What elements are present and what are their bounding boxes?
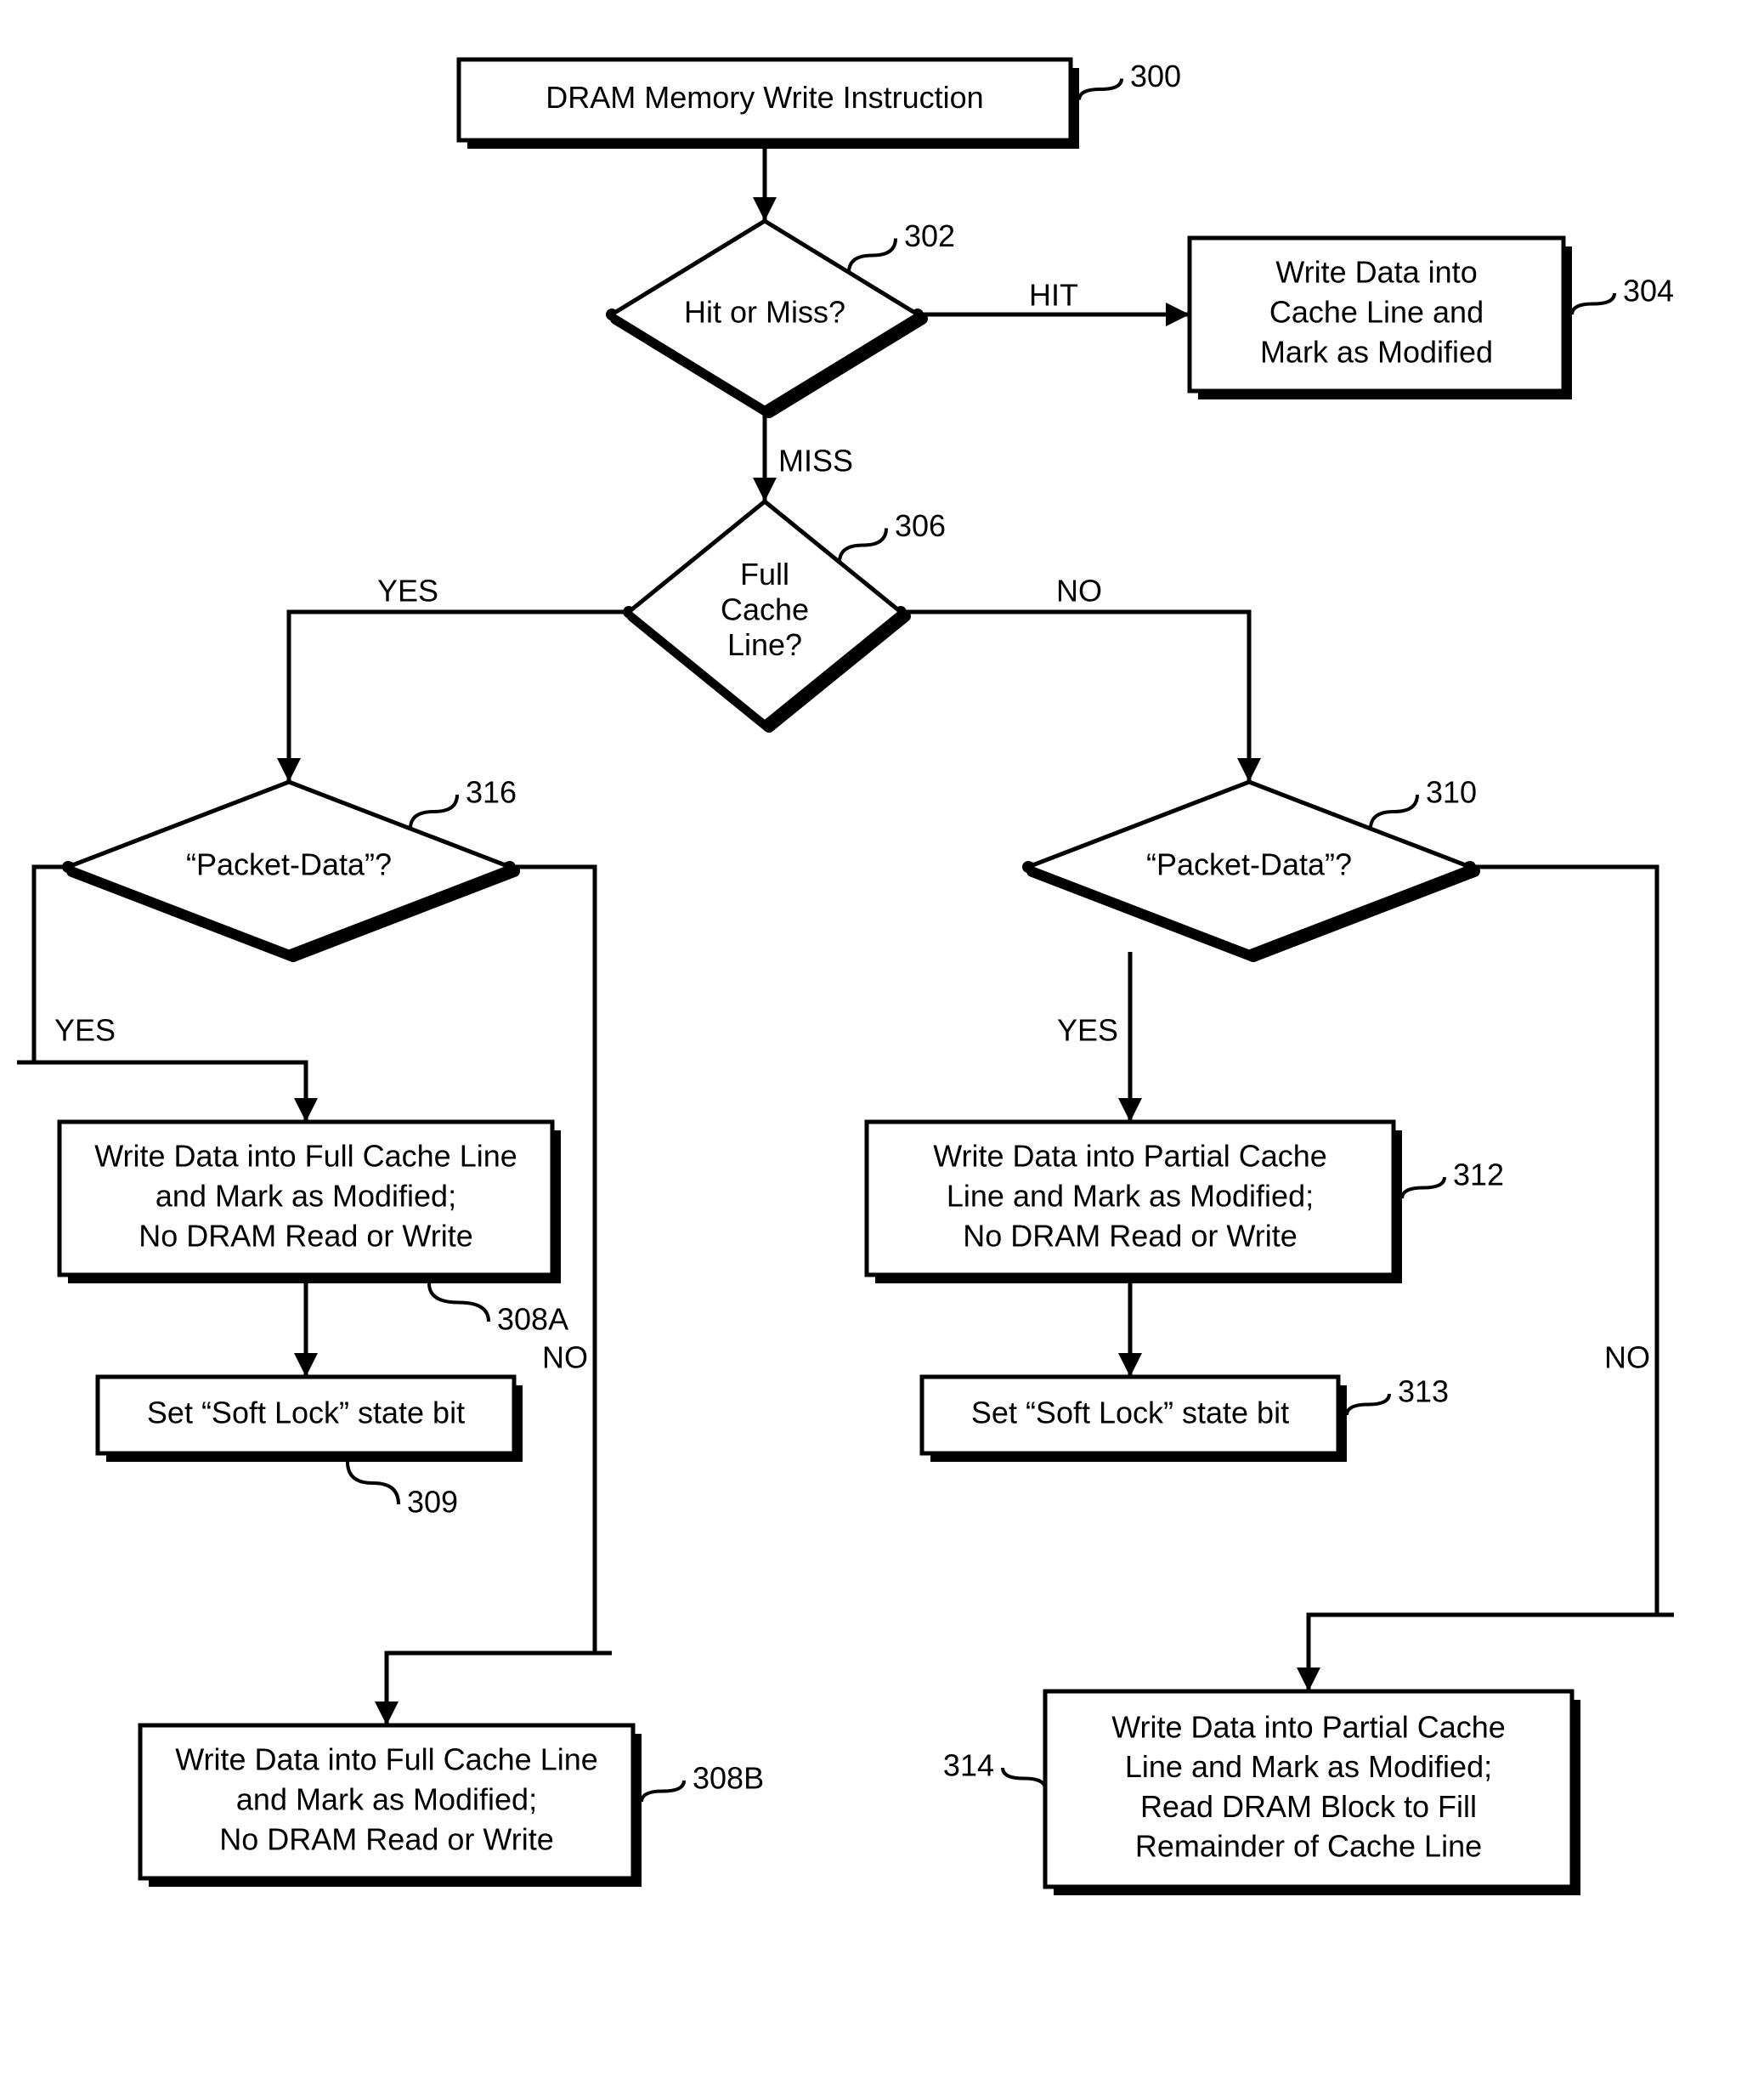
svg-text:MISS: MISS <box>778 444 853 478</box>
svg-text:DRAM Memory Write Instruction: DRAM Memory Write Instruction <box>546 80 983 115</box>
svg-text:YES: YES <box>54 1013 116 1048</box>
svg-text:300: 300 <box>1130 59 1181 93</box>
svg-text:and Mark as Modified;: and Mark as Modified; <box>155 1179 456 1214</box>
svg-text:Set “Soft Lock” state bit: Set “Soft Lock” state bit <box>971 1396 1289 1430</box>
svg-text:306: 306 <box>895 508 946 543</box>
svg-text:“Packet-Data”?: “Packet-Data”? <box>1146 847 1352 882</box>
svg-text:Mark as Modified: Mark as Modified <box>1260 334 1493 369</box>
svg-text:Write Data into Full Cache Lin: Write Data into Full Cache Line <box>175 1742 598 1777</box>
svg-text:NO: NO <box>542 1340 588 1375</box>
svg-text:YES: YES <box>377 574 438 609</box>
svg-text:Full: Full <box>740 557 789 592</box>
svg-text:309: 309 <box>407 1485 458 1520</box>
svg-text:302: 302 <box>904 218 955 253</box>
svg-text:Cache Line and: Cache Line and <box>1269 295 1484 330</box>
svg-text:304: 304 <box>1623 274 1674 309</box>
svg-text:and Mark as Modified;: and Mark as Modified; <box>236 1782 537 1817</box>
svg-text:“Packet-Data”?: “Packet-Data”? <box>186 847 392 882</box>
svg-text:NO: NO <box>1604 1340 1650 1375</box>
svg-text:Line and Mark as Modified;: Line and Mark as Modified; <box>947 1179 1314 1214</box>
svg-text:Set “Soft Lock” state bit: Set “Soft Lock” state bit <box>147 1396 465 1430</box>
svg-text:Write Data into: Write Data into <box>1275 255 1477 290</box>
svg-text:313: 313 <box>1398 1374 1449 1409</box>
svg-text:Hit or Miss?: Hit or Miss? <box>684 295 845 330</box>
svg-text:308B: 308B <box>693 1761 764 1796</box>
svg-text:308A: 308A <box>497 1302 568 1337</box>
flowchart-diagram: HIT MISS YES NO YES NO YES NO DRAM Memory Write … <box>0 0 1764 2095</box>
svg-text:Read DRAM Block to Fill: Read DRAM Block to Fill <box>1140 1789 1477 1824</box>
svg-text:Cache: Cache <box>721 592 809 627</box>
svg-text:NO: NO <box>1056 574 1102 609</box>
svg-text:No DRAM Read or Write: No DRAM Read or Write <box>963 1218 1297 1253</box>
svg-text:HIT: HIT <box>1029 278 1078 313</box>
svg-text:312: 312 <box>1453 1158 1504 1192</box>
svg-text:Remainder of Cache Line: Remainder of Cache Line <box>1135 1829 1482 1864</box>
svg-text:316: 316 <box>466 775 517 810</box>
svg-text:No DRAM Read or Write: No DRAM Read or Write <box>219 1821 553 1856</box>
svg-text:Line and Mark as Modified;: Line and Mark as Modified; <box>1125 1749 1492 1784</box>
svg-text:Line?: Line? <box>727 627 802 662</box>
svg-text:314: 314 <box>943 1748 994 1783</box>
svg-text:No DRAM Read or Write: No DRAM Read or Write <box>139 1218 472 1253</box>
svg-text:310: 310 <box>1426 775 1477 810</box>
svg-text:YES: YES <box>1057 1013 1118 1048</box>
svg-text:Write Data into Partial Cache: Write Data into Partial Cache <box>933 1139 1327 1174</box>
svg-text:Write Data into Full Cache Lin: Write Data into Full Cache Line <box>94 1139 517 1174</box>
svg-text:Write Data into Partial Cache: Write Data into Partial Cache <box>1111 1709 1506 1744</box>
